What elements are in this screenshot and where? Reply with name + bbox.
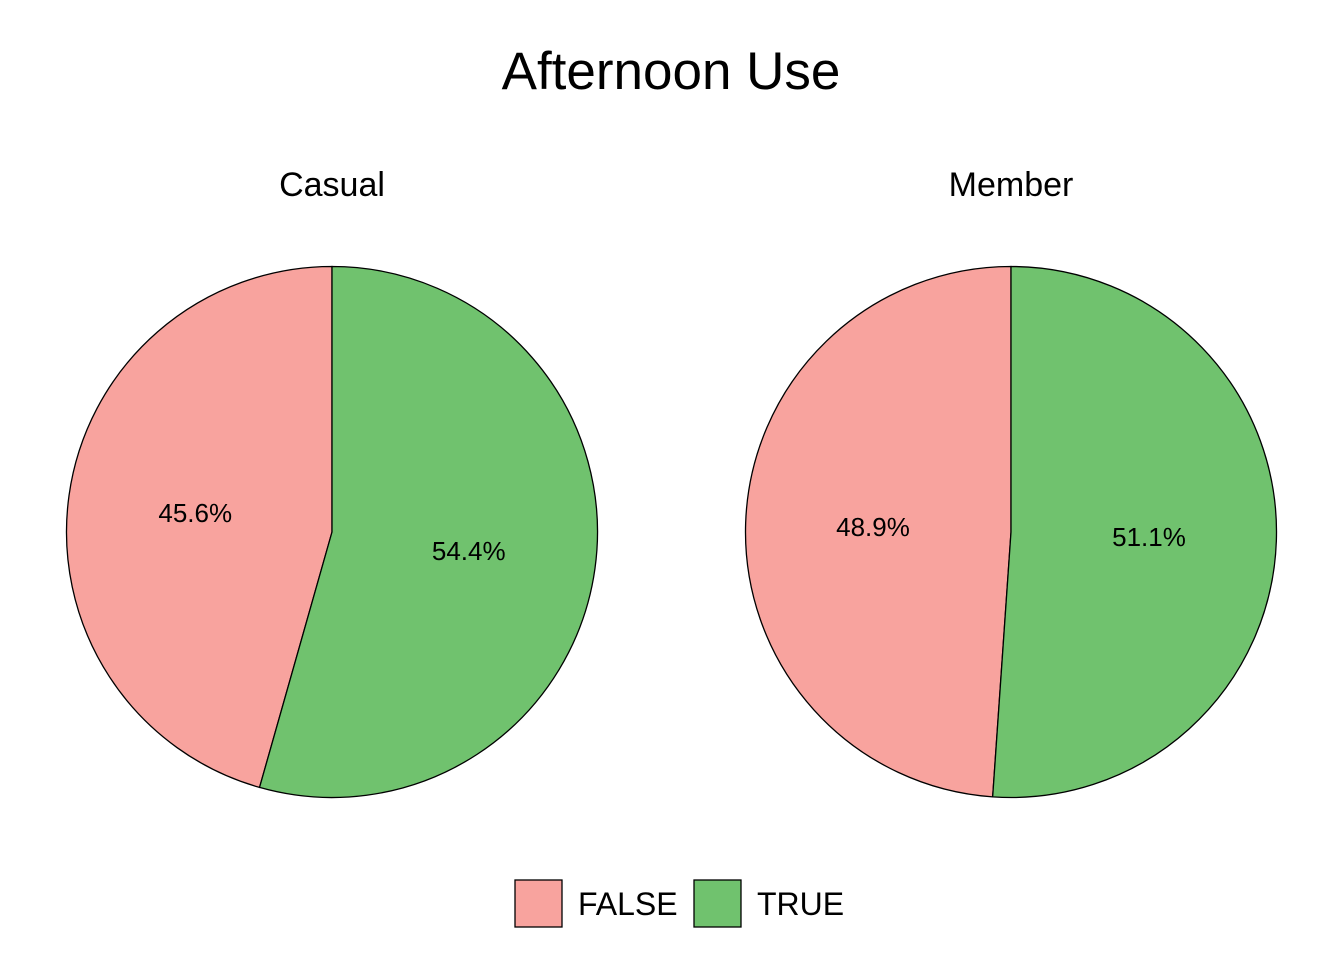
legend-swatch-false: [514, 879, 563, 928]
chart-title: Afternoon Use: [502, 42, 841, 101]
panel-title-member: Member: [949, 166, 1074, 204]
pie-casual: 45.6% 54.4%: [65, 265, 599, 799]
pie-slice-casual-true: [258, 265, 599, 799]
pie-label-casual-false: 45.6%: [158, 498, 232, 528]
pie-slice-casual-false: [65, 265, 333, 789]
legend-label-true: TRUE: [757, 886, 844, 922]
pie-slice-member-true: [991, 265, 1278, 799]
pie-member: 48.9% 51.1%: [744, 265, 1278, 799]
panel-casual: Casual 45.6% 54.4%: [65, 166, 599, 799]
panel-title-casual: Casual: [279, 166, 385, 204]
pie-label-member-true: 51.1%: [1112, 522, 1186, 552]
legend-swatch-true: [693, 879, 742, 928]
pie-label-casual-true: 54.4%: [432, 536, 506, 566]
legend-label-false: FALSE: [578, 886, 678, 922]
panel-member: Member 48.9% 51.1%: [744, 166, 1278, 799]
pie-slice-member-false: [744, 265, 1012, 798]
legend: FALSE TRUE: [514, 879, 844, 928]
pie-label-member-false: 48.9%: [836, 512, 910, 542]
